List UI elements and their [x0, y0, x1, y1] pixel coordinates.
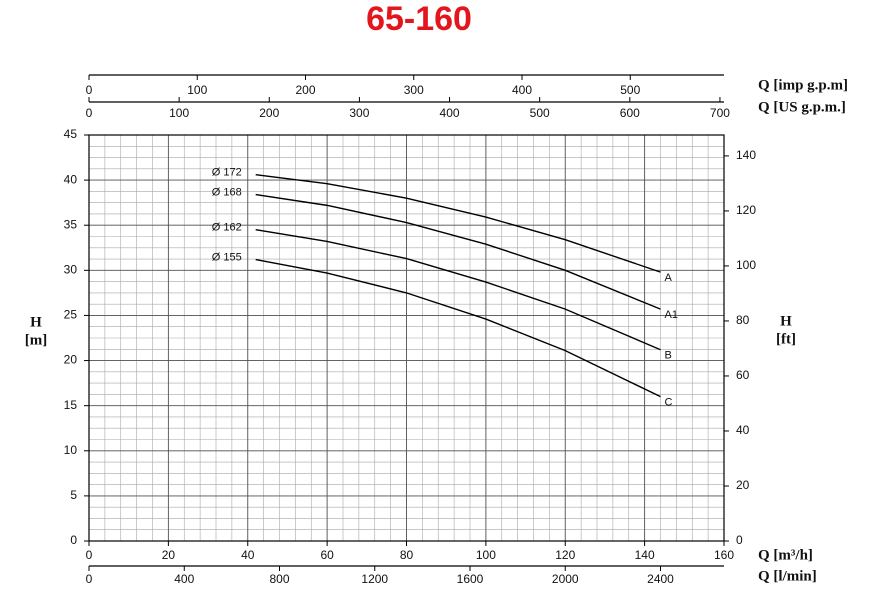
- secondary-tick-label: 400: [174, 572, 194, 586]
- y2-tick-label: 140: [736, 148, 756, 162]
- secondary-tick-label: 400: [440, 106, 460, 120]
- pump-curve: [255, 193, 661, 310]
- pump-curve: [255, 174, 661, 273]
- curve-diameter-label: Ø 162: [212, 222, 242, 234]
- y-tick-label: 30: [64, 263, 78, 277]
- curve-diameter-label: Ø 155: [212, 251, 242, 263]
- x-tick-label: 100: [476, 548, 496, 562]
- curve-name-label: A: [665, 272, 673, 284]
- chart-title: 65-160: [366, 0, 472, 38]
- curve-name-label: C: [665, 397, 673, 409]
- x-tick-label: 20: [162, 548, 176, 562]
- secondary-tick-label: 300: [349, 106, 369, 120]
- secondary-tick-label: 800: [269, 572, 289, 586]
- secondary-tick-label: 200: [295, 83, 315, 97]
- secondary-tick-label: 2000: [552, 572, 579, 586]
- y2-axis-unit: [ft]: [776, 331, 796, 347]
- secondary-tick-label: 2400: [647, 572, 674, 586]
- y-axis-label: H: [30, 314, 42, 330]
- y-tick-label: 45: [64, 127, 78, 141]
- y-tick-label: 10: [64, 443, 78, 457]
- y2-tick-label: 80: [736, 313, 750, 327]
- secondary-tick-label: 0: [86, 572, 93, 586]
- y2-tick-label: 40: [736, 423, 750, 437]
- y-tick-label: 0: [70, 533, 77, 547]
- secondary-tick-label: 100: [169, 106, 189, 120]
- pump-curve: [255, 258, 661, 398]
- secondary-axis-label: Q [US g.p.m.]: [758, 99, 846, 115]
- y-tick-label: 5: [70, 488, 77, 502]
- x-tick-label: 80: [400, 548, 414, 562]
- y-axis-unit: [m]: [25, 332, 48, 348]
- y-tick-label: 35: [64, 217, 78, 231]
- secondary-tick-label: 1200: [361, 572, 388, 586]
- y2-tick-label: 100: [736, 258, 756, 272]
- curve-name-label: A1: [665, 309, 678, 321]
- y-tick-label: 25: [64, 308, 78, 322]
- secondary-tick-label: 1600: [457, 572, 484, 586]
- y2-axis-label: H: [780, 313, 792, 329]
- curve-diameter-label: Ø 168: [212, 186, 242, 198]
- y2-tick-label: 60: [736, 368, 750, 382]
- secondary-tick-label: 500: [620, 83, 640, 97]
- y-tick-label: 15: [64, 398, 78, 412]
- secondary-tick-label: 300: [404, 83, 424, 97]
- x-tick-label: 120: [555, 548, 575, 562]
- curve-name-label: B: [665, 350, 672, 362]
- y2-tick-label: 20: [736, 478, 750, 492]
- x-tick-label: 0: [86, 548, 93, 562]
- secondary-axis-label: Q [imp g.p.m]: [758, 77, 848, 93]
- secondary-axis-label: Q [l/min]: [758, 568, 817, 584]
- x-axis-label: Q [m³/h]: [758, 547, 813, 563]
- x-tick-label: 160: [714, 548, 734, 562]
- secondary-tick-label: 200: [259, 106, 279, 120]
- secondary-tick-label: 0: [86, 106, 93, 120]
- plot-frame: [88, 134, 725, 542]
- y-tick-label: 40: [64, 172, 78, 186]
- secondary-tick-label: 700: [710, 106, 730, 120]
- secondary-tick-label: 0: [86, 83, 93, 97]
- secondary-tick-label: 100: [187, 83, 207, 97]
- y-tick-label: 20: [64, 353, 78, 367]
- x-tick-label: 60: [320, 548, 334, 562]
- y2-tick-label: 120: [736, 203, 756, 217]
- secondary-tick-label: 400: [512, 83, 532, 97]
- y2-tick-label: 0: [736, 533, 743, 547]
- x-tick-label: 140: [635, 548, 655, 562]
- secondary-tick-label: 600: [620, 106, 640, 120]
- pump-curve: [255, 229, 661, 351]
- x-tick-label: 40: [241, 548, 255, 562]
- secondary-tick-label: 500: [530, 106, 550, 120]
- curve-diameter-label: Ø 172: [212, 167, 242, 179]
